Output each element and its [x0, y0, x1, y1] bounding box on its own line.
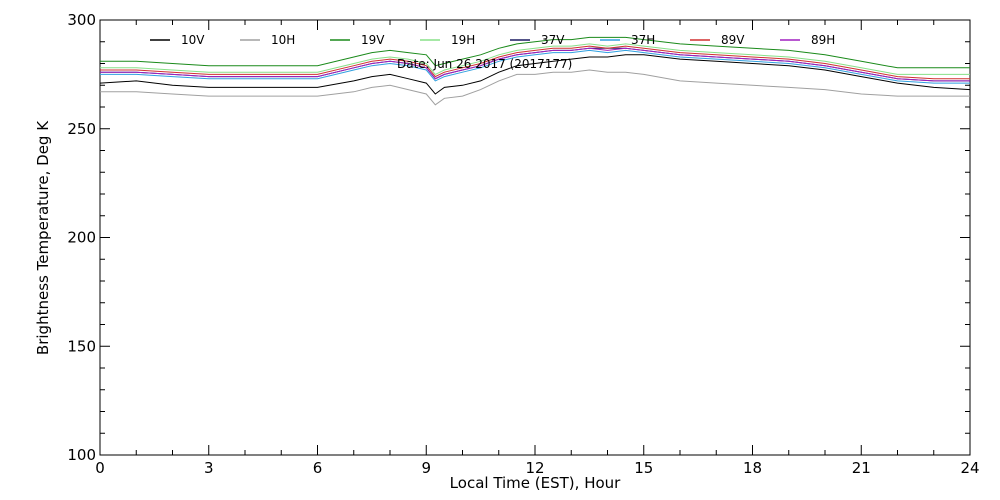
x-tick-label: 24 — [960, 459, 979, 477]
legend-label-10h: 10H — [271, 33, 295, 47]
legend-label-19v: 19V — [361, 33, 385, 47]
series-lines — [99, 36, 971, 106]
series-line-89v — [100, 45, 970, 80]
plot-frame — [99, 19, 971, 456]
legend-label-10v: 10V — [181, 33, 205, 47]
x-tick-label: 15 — [634, 459, 653, 477]
series-line-89h — [100, 47, 970, 82]
x-tick-label: 6 — [313, 459, 323, 477]
x-tick-label: 3 — [204, 459, 214, 477]
legend-label-37v: 37V — [541, 33, 565, 47]
y-tick-label: 200 — [67, 229, 96, 247]
date-annotation: Date: Jun 26 2017 (2017177) — [397, 57, 572, 71]
x-tick-label: 9 — [421, 459, 431, 477]
legend-label-19h: 19H — [451, 33, 475, 47]
y-tick-label: 250 — [67, 120, 96, 138]
series-line-19v — [100, 36, 970, 69]
x-tick-label: 18 — [743, 459, 762, 477]
x-tick-label: 0 — [95, 459, 105, 477]
y-tick-label: 150 — [67, 337, 96, 355]
axis-ticks: 0 3 6 9 12 15 18 21 24 100 150 200 250 300 — [67, 11, 979, 477]
series-line-37h — [100, 49, 970, 84]
x-tick-label: 12 — [525, 459, 544, 477]
legend: 10V 10H 19V 19H 37V 37H 89V 89H — [150, 33, 835, 47]
legend-label-89h: 89H — [811, 33, 835, 47]
y-axis-label: Brightness Temperature, Deg K — [34, 120, 52, 355]
y-tick-label: 100 — [67, 446, 96, 464]
series-line-19h — [100, 43, 970, 76]
series-line-10h — [100, 69, 970, 106]
series-line-10v — [99, 54, 971, 95]
x-tick-label: 21 — [852, 459, 871, 477]
legend-label-37h: 37H — [631, 33, 655, 47]
x-axis-label: Local Time (EST), Hour — [450, 474, 621, 492]
y-tick-label: 300 — [67, 11, 96, 29]
legend-label-89v: 89V — [721, 33, 745, 47]
